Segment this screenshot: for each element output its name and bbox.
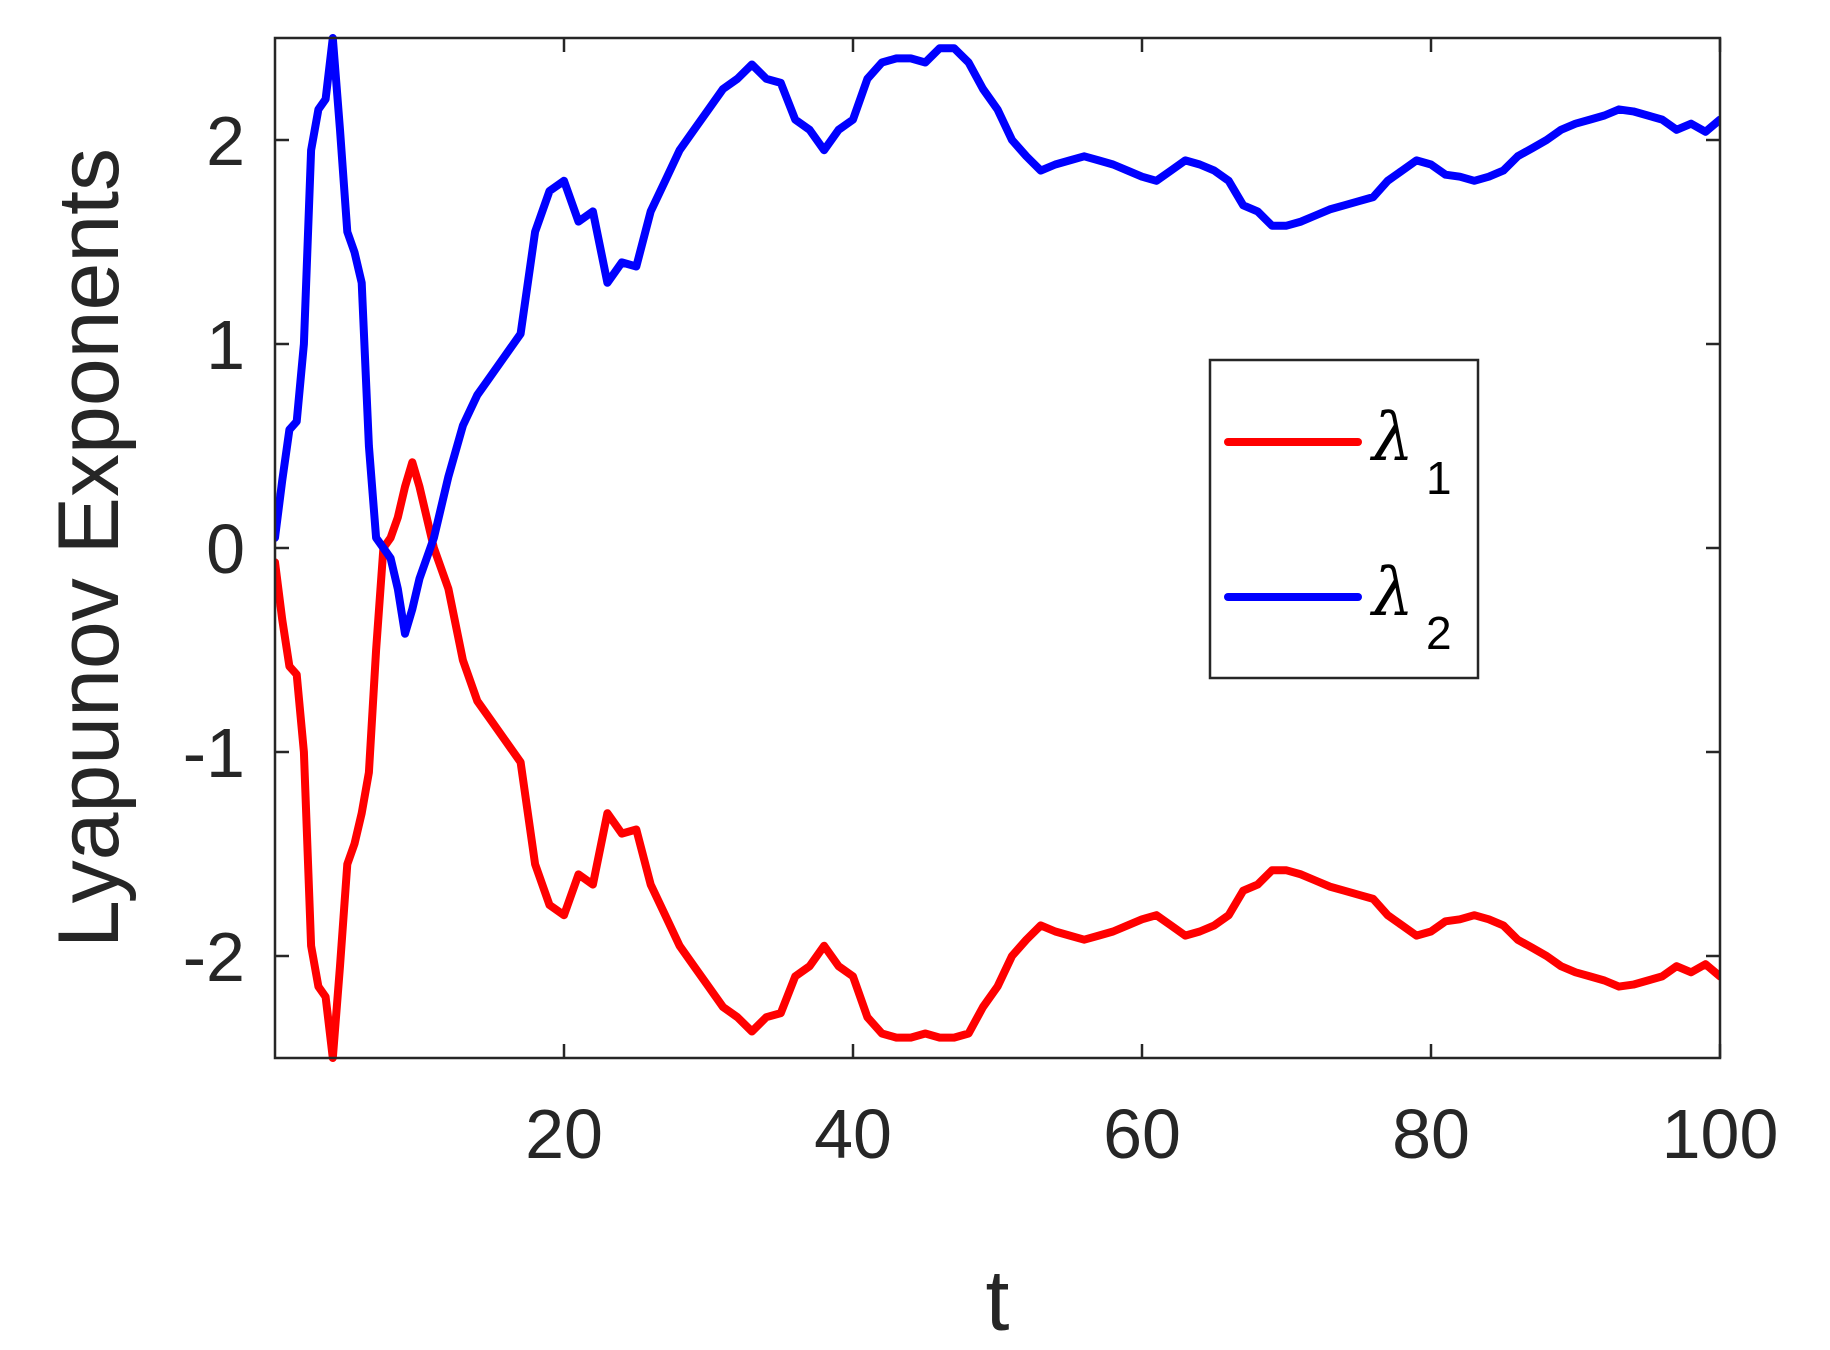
legend-subscript-lambda-2: 2 [1426,607,1452,659]
series-line-lambda-1 [275,458,1720,1062]
x-tick-label: 60 [1103,1095,1181,1173]
y-axis-label: Lyapunov Exponents [41,148,137,948]
legend-symbol-lambda-1: λ [1369,399,1414,476]
x-tick-label: 40 [814,1095,892,1173]
series-line-lambda-2 [275,34,1720,638]
x-axis-label: t [986,1253,1010,1349]
series-layer [275,34,1720,1062]
y-tick-label: -2 [183,918,245,996]
y-tick-label: 1 [206,306,245,384]
x-tick-label: 20 [525,1095,603,1173]
y-tick-label: 0 [206,510,245,588]
y-tick-label: -1 [183,714,245,792]
legend-subscript-lambda-1: 1 [1426,452,1452,504]
plot-frame [273,36,1722,1060]
legend-box [1208,358,1480,680]
tick-marks [275,38,1722,1058]
y-tick-label: 2 [206,102,245,180]
x-tick-labels: 20 40 60 80 100 [525,1095,1778,1173]
x-tick-label: 80 [1392,1095,1470,1173]
legend-symbol-lambda-2: λ [1369,554,1414,631]
x-tick-label: 100 [1662,1095,1779,1173]
y-tick-labels: -2 -1 0 1 2 [183,102,245,996]
